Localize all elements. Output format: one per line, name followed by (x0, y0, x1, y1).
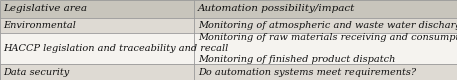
Text: Data security: Data security (4, 68, 70, 77)
Bar (194, 0, 457, 18)
Text: Automation possibility/impact: Automation possibility/impact (198, 4, 355, 13)
Text: Monitoring of finished product dispatch: Monitoring of finished product dispatch (198, 55, 395, 64)
Text: Environmental: Environmental (4, 21, 76, 30)
Bar (194, 33, 457, 64)
Bar (194, 18, 457, 33)
Bar (0, 18, 194, 33)
Bar (0, 64, 194, 80)
Text: HACCP legislation and traceability and recall: HACCP legislation and traceability and r… (4, 44, 229, 53)
Bar (0, 33, 194, 64)
Text: Legislative area: Legislative area (4, 4, 88, 13)
Bar (0, 0, 194, 18)
Text: Monitoring of raw materials receiving and consumption in batches: Monitoring of raw materials receiving an… (198, 33, 457, 42)
Bar (194, 64, 457, 80)
Text: Do automation systems meet requirements?: Do automation systems meet requirements? (198, 68, 416, 77)
Text: Monitoring of atmospheric and waste water discharge: Monitoring of atmospheric and waste wate… (198, 21, 457, 30)
